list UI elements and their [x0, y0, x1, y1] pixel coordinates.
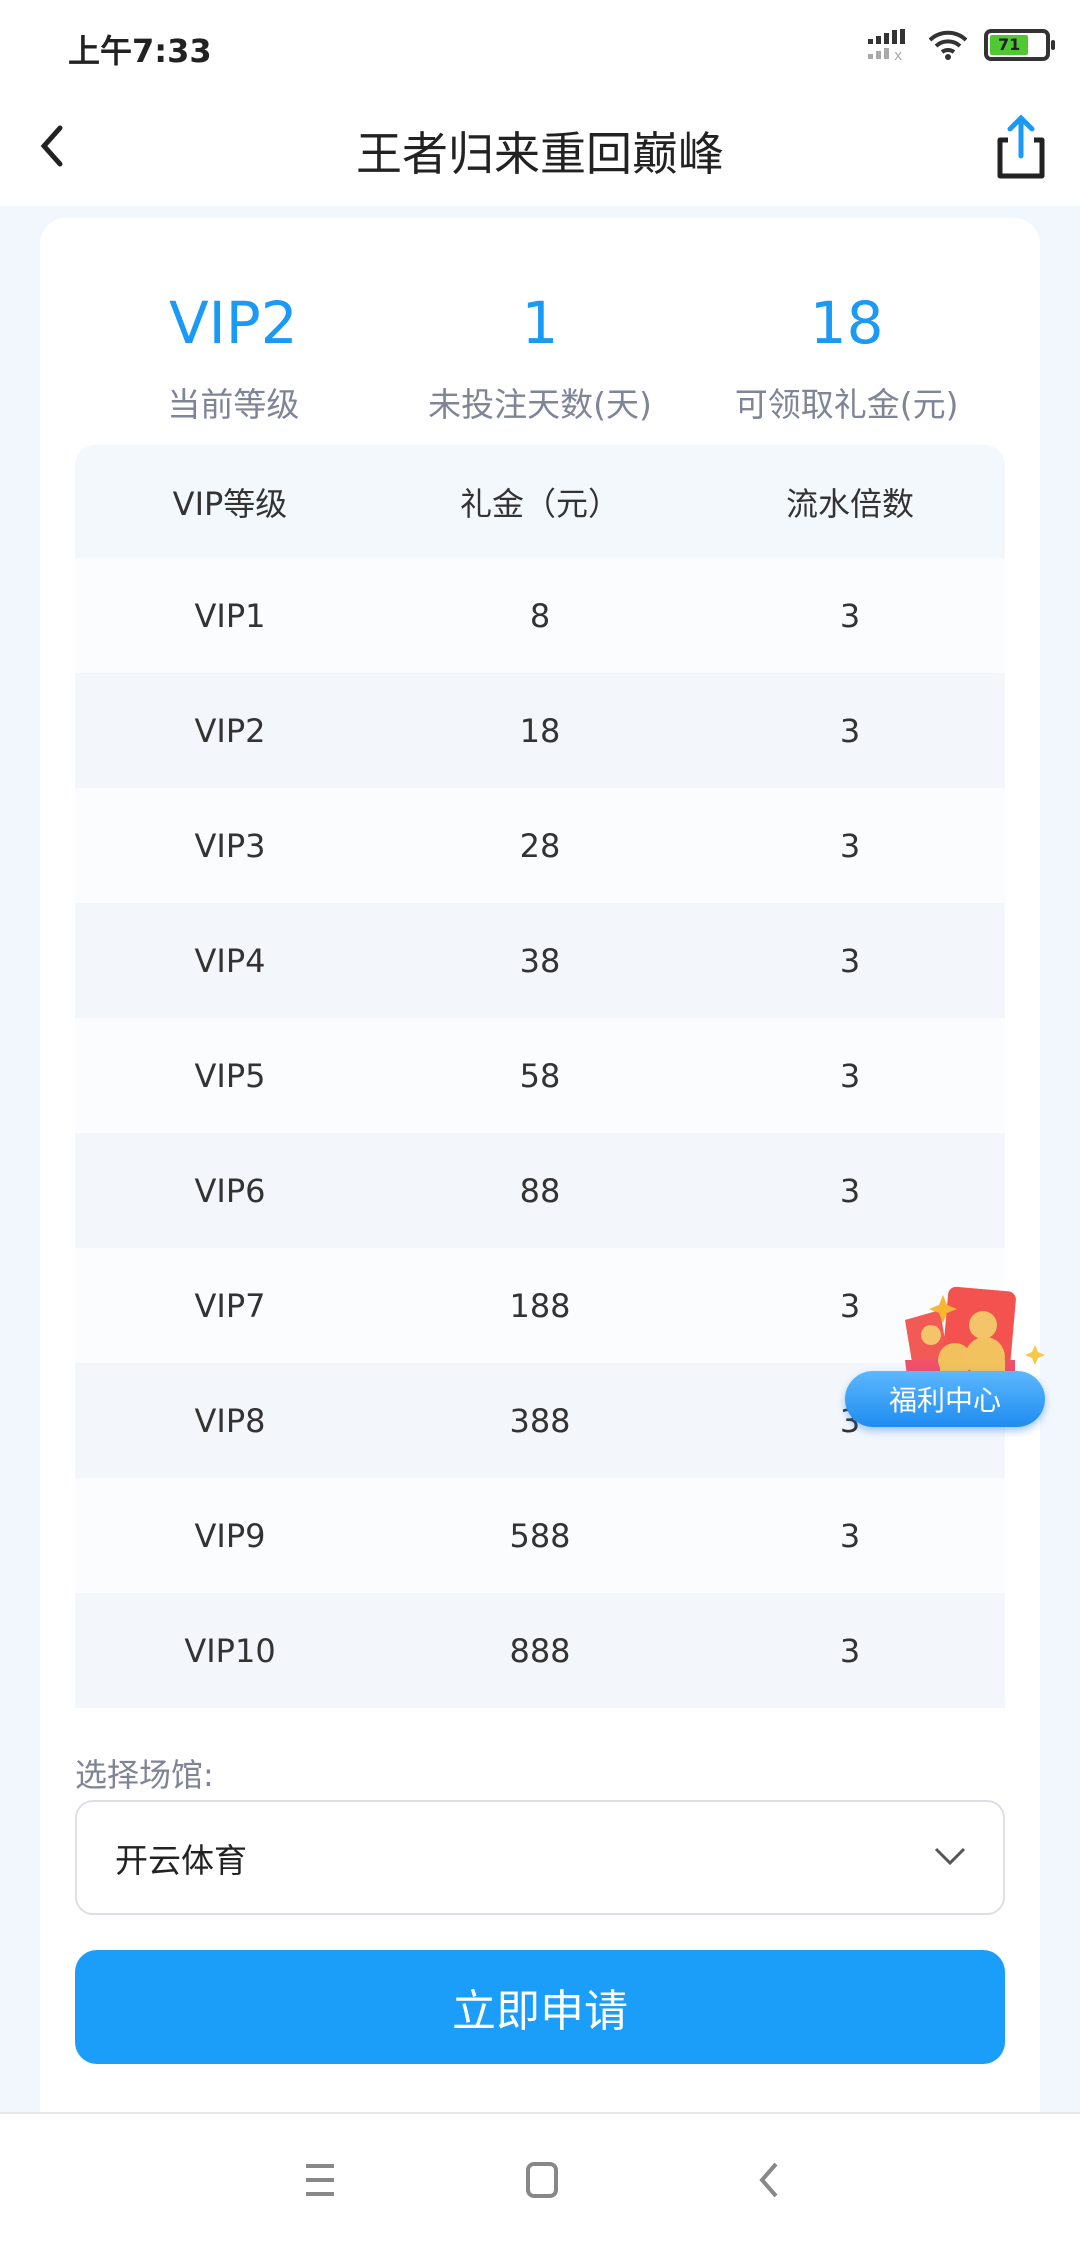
table-cell: 3	[839, 826, 861, 865]
column-header: VIP等级	[172, 484, 288, 523]
table-cell: 3	[839, 1171, 861, 1210]
table-row: VIP3 28 3	[75, 788, 1005, 903]
table-cell: 3	[839, 1516, 861, 1555]
vip-card: VIP2 当前等级 1 未投注天数(天) 18 可领取礼金(元) VIP等级 礼金（元…	[40, 218, 1040, 2138]
table-cell: VIP3	[194, 826, 266, 865]
table-cell: VIP8	[194, 1401, 266, 1440]
table-cell: 18	[519, 711, 561, 750]
share-icon[interactable]	[992, 112, 1050, 182]
stat-label: 可领取礼金(元)	[734, 385, 959, 424]
table-cell: 388	[509, 1401, 571, 1440]
table-row: VIP9 588 3	[75, 1478, 1005, 1593]
table-cell: 8	[529, 596, 551, 635]
stat-claimable-bonus: 18 可领取礼金(元)	[697, 288, 997, 426]
top-bar: 王者归来重回巅峰	[0, 92, 1080, 206]
system-nav-bar	[0, 2112, 1080, 2244]
column-header: 礼金（元）	[459, 484, 620, 523]
table-cell: VIP5	[194, 1056, 266, 1095]
table-row: VIP1 8 3	[75, 558, 1005, 673]
table-cell: 3	[839, 941, 861, 980]
stat-label: 当前等级	[167, 385, 300, 424]
table-row: VIP2 18 3	[75, 673, 1005, 788]
page-title: 王者归来重回巅峰	[356, 127, 724, 181]
stat-value: VIP2	[168, 289, 298, 357]
table-cell: 88	[519, 1171, 561, 1210]
chevron-down-icon	[934, 1847, 966, 1866]
table-cell: 38	[519, 941, 561, 980]
column-header: 流水倍数	[785, 484, 914, 523]
stat-value: 18	[809, 289, 884, 357]
back-nav-icon[interactable]	[750, 2158, 790, 2202]
table-cell: 188	[509, 1286, 571, 1325]
table-cell: 3	[839, 596, 861, 635]
table-cell: 588	[509, 1516, 571, 1555]
table-cell: 3	[839, 1056, 861, 1095]
table-cell: VIP4	[194, 941, 266, 980]
welfare-center-label: 福利中心	[845, 1371, 1045, 1427]
welfare-center-widget[interactable]: 福利中心	[845, 1275, 1050, 1435]
table-cell: VIP10	[184, 1631, 276, 1670]
apply-button[interactable]: 立即申请	[75, 1950, 1005, 2064]
battery-level: 71	[990, 35, 1029, 55]
signal-icon: x	[868, 29, 905, 61]
table-row: VIP10 888 3	[75, 1593, 1005, 1708]
table-header: VIP等级 礼金（元） 流水倍数	[75, 445, 1005, 558]
table-cell: VIP9	[194, 1516, 266, 1555]
venue-label: 选择场馆:	[75, 1756, 214, 1794]
status-bar: 上午7:33 x 71	[0, 0, 1080, 92]
table-cell: 3	[839, 1286, 861, 1325]
wifi-icon	[928, 30, 968, 60]
table-cell: 28	[519, 826, 561, 865]
table-row: VIP6 88 3	[75, 1133, 1005, 1248]
table-cell: 58	[519, 1056, 561, 1095]
venue-select[interactable]: 开云体育	[75, 1800, 1005, 1915]
table-cell: VIP7	[194, 1286, 266, 1325]
vip-table: VIP等级 礼金（元） 流水倍数 VIP1 8 3 VIP2 18 3 VIP3 28 3 VIP…	[75, 445, 1005, 1708]
back-icon[interactable]	[32, 116, 82, 176]
status-time: 上午7:33	[68, 32, 212, 70]
home-icon[interactable]	[522, 2158, 562, 2202]
table-cell: VIP6	[194, 1171, 266, 1210]
table-row: VIP7 188 3	[75, 1248, 1005, 1363]
table-cell: VIP2	[194, 711, 266, 750]
stat-current-level: VIP2 当前等级	[83, 288, 383, 426]
menu-icon[interactable]	[300, 2158, 340, 2202]
table-row: VIP5 58 3	[75, 1018, 1005, 1133]
table-cell: 3	[839, 1631, 861, 1670]
stat-value: 1	[521, 289, 559, 357]
battery-icon: 71	[984, 29, 1055, 61]
table-row: VIP4 38 3	[75, 903, 1005, 1018]
stat-label: 未投注天数(天)	[428, 385, 652, 424]
table-cell: VIP1	[194, 596, 266, 635]
table-cell: 888	[509, 1631, 571, 1670]
stat-idle-days: 1 未投注天数(天)	[390, 288, 690, 426]
table-cell: 3	[839, 711, 861, 750]
stats-row: VIP2 当前等级 1 未投注天数(天) 18 可领取礼金(元)	[40, 218, 1040, 426]
svg-text:x: x	[894, 48, 902, 61]
venue-selected-value: 开云体育	[115, 1840, 247, 1880]
